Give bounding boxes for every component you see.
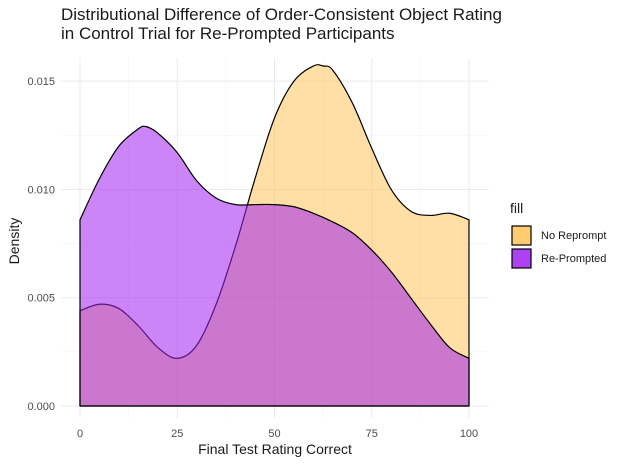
x-axis-label: Final Test Rating Correct bbox=[198, 441, 352, 457]
legend-label-no-reprompt: No Reprompt bbox=[541, 230, 606, 242]
legend-label-re-prompted: Re-Prompted bbox=[541, 253, 606, 265]
density-area-re-prompted bbox=[79, 125, 470, 407]
x-tick-label: 100 bbox=[460, 428, 478, 440]
y-tick-label: 0.010 bbox=[27, 184, 55, 196]
chart-title-line-2: in Control Trial for Re-Prompted Partici… bbox=[61, 24, 395, 43]
y-tick-label: 0.015 bbox=[27, 76, 55, 88]
x-tick-label: 50 bbox=[268, 428, 280, 440]
legend: fill No Reprompt Re-Prompted bbox=[510, 200, 606, 270]
y-axis-ticks: 0.000 0.005 0.010 0.015 bbox=[27, 76, 55, 413]
y-axis-label: Density bbox=[6, 218, 22, 265]
x-tick-label: 75 bbox=[366, 428, 378, 440]
chart-title-line-1: Distributional Difference of Order-Consi… bbox=[61, 5, 502, 24]
legend-swatch-re-prompted bbox=[511, 248, 532, 269]
legend-title: fill bbox=[510, 200, 523, 216]
y-tick-label: 0.005 bbox=[27, 293, 55, 305]
x-tick-label: 25 bbox=[171, 428, 183, 440]
density-series bbox=[79, 64, 470, 407]
y-tick-label: 0.000 bbox=[27, 401, 55, 413]
legend-swatch-no-reprompt bbox=[511, 225, 532, 246]
x-axis-ticks: 0 25 50 75 100 bbox=[77, 428, 478, 440]
x-tick-label: 0 bbox=[77, 428, 83, 440]
